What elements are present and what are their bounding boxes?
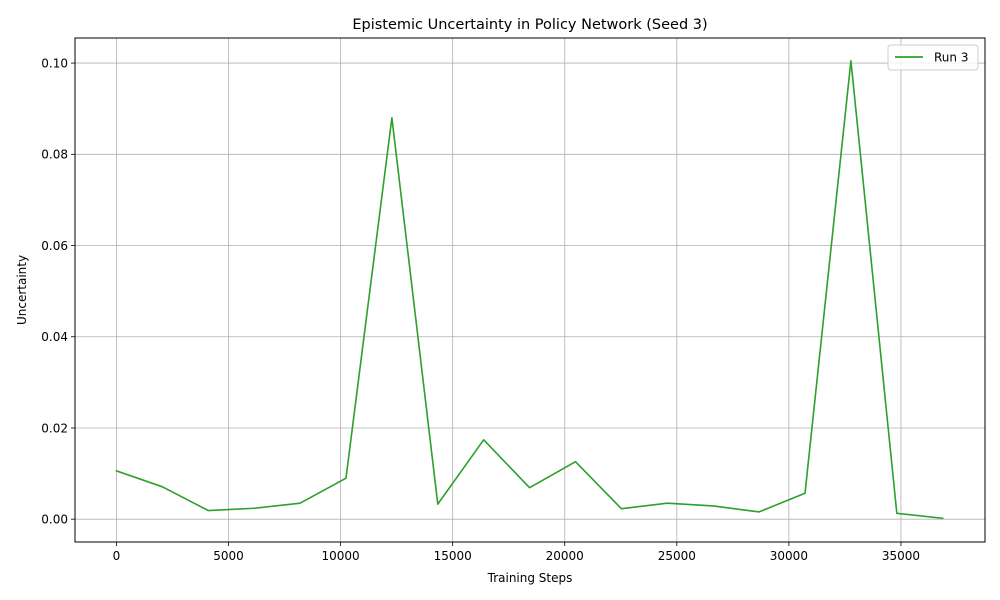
legend: Run 3 [887,44,979,71]
series-line-run-3 [115,60,944,520]
x-tick-label: 20000 [546,549,584,563]
y-tick-label: 0.02 [41,421,68,435]
y-axis-label: Uncertainty [15,255,29,325]
y-tick-label: 0.04 [41,330,68,344]
plot-frame [74,37,986,543]
x-axis-label: Training Steps [487,571,573,585]
legend-label-run-3: Run 3 [934,51,968,65]
legend-box [887,44,979,71]
x-tick-label: 5000 [213,549,244,563]
x-tick-label: 15000 [434,549,472,563]
y-tick-label: 0.00 [41,512,68,526]
grid [75,38,985,542]
y-tick-label: 0.06 [41,239,68,253]
x-axis-ticks: 0 5000 10000 15000 20000 25000 30000 35000 [113,542,920,563]
plot-lines [115,60,944,520]
chart-title: Epistemic Uncertainty in Policy Network … [352,17,707,33]
x-tick-label: 10000 [322,549,360,563]
x-tick-label: 35000 [882,549,920,563]
y-tick-label: 0.10 [41,56,68,70]
x-tick-label: 25000 [658,549,696,563]
x-tick-label: 0 [113,549,121,563]
y-tick-label: 0.08 [41,148,68,162]
y-axis-ticks: 0.00 0.02 0.04 0.06 0.08 0.10 [41,56,75,526]
x-tick-label: 30000 [770,549,808,563]
